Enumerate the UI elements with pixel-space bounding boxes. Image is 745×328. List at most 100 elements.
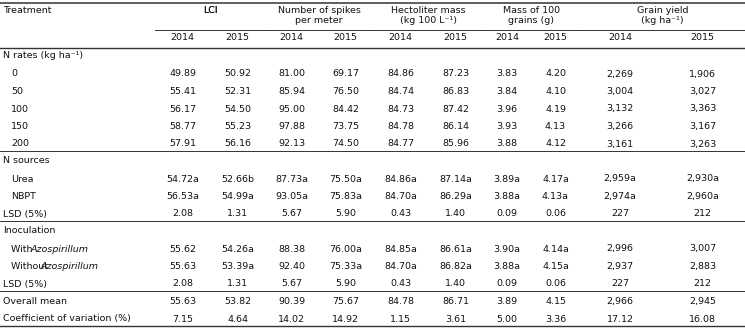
- Text: 87.73a: 87.73a: [275, 174, 308, 183]
- Text: 95.00: 95.00: [278, 105, 305, 113]
- Text: 87.23: 87.23: [442, 70, 469, 78]
- Text: 4.17a: 4.17a: [542, 174, 569, 183]
- Text: 75.83a: 75.83a: [329, 192, 362, 201]
- Text: 84.42: 84.42: [332, 105, 359, 113]
- Text: 75.50a: 75.50a: [329, 174, 362, 183]
- Text: 2.08: 2.08: [172, 210, 193, 218]
- Text: 3,132: 3,132: [606, 105, 634, 113]
- Text: 212: 212: [694, 279, 711, 289]
- Text: 4.15a: 4.15a: [542, 262, 569, 271]
- Text: 81.00: 81.00: [278, 70, 305, 78]
- Text: 56.17: 56.17: [169, 105, 196, 113]
- Text: 4.13a: 4.13a: [542, 192, 569, 201]
- Text: 84.85a: 84.85a: [384, 244, 417, 254]
- Text: 4.14a: 4.14a: [542, 244, 569, 254]
- Text: 3,167: 3,167: [689, 122, 716, 131]
- Text: 5.67: 5.67: [281, 279, 302, 289]
- Text: 3.93: 3.93: [496, 122, 518, 131]
- Text: 3.89a: 3.89a: [493, 174, 521, 183]
- Text: 85.96: 85.96: [442, 139, 469, 149]
- Text: 74.50: 74.50: [332, 139, 359, 149]
- Text: 85.94: 85.94: [278, 87, 305, 96]
- Text: 84.70a: 84.70a: [384, 262, 417, 271]
- Text: 87.14a: 87.14a: [439, 174, 472, 183]
- Text: 0.06: 0.06: [545, 210, 566, 218]
- Text: 1.31: 1.31: [227, 279, 248, 289]
- Text: 56.53a: 56.53a: [166, 192, 199, 201]
- Text: 2014: 2014: [495, 33, 519, 42]
- Text: 86.83: 86.83: [442, 87, 469, 96]
- Text: 7.15: 7.15: [172, 315, 193, 323]
- Text: LCI: LCI: [203, 6, 218, 15]
- Text: 0.43: 0.43: [390, 279, 411, 289]
- Text: 5.00: 5.00: [496, 315, 518, 323]
- Text: 16.08: 16.08: [689, 315, 716, 323]
- Text: 2,945: 2,945: [689, 297, 716, 306]
- Text: 84.78: 84.78: [387, 122, 414, 131]
- Text: 2,937: 2,937: [606, 262, 633, 271]
- Text: 55.63: 55.63: [169, 297, 196, 306]
- Text: 50: 50: [11, 87, 23, 96]
- Text: 212: 212: [694, 210, 711, 218]
- Text: 54.99a: 54.99a: [221, 192, 254, 201]
- Text: 2,974a: 2,974a: [603, 192, 636, 201]
- Text: 3.96: 3.96: [496, 105, 518, 113]
- Text: 52.66b: 52.66b: [221, 174, 254, 183]
- Text: 0.06: 0.06: [545, 279, 566, 289]
- Text: 90.39: 90.39: [278, 297, 305, 306]
- Text: LCI: LCI: [203, 6, 218, 15]
- Text: Overall mean: Overall mean: [3, 297, 67, 306]
- Text: 3.88: 3.88: [496, 139, 518, 149]
- Text: 75.67: 75.67: [332, 297, 359, 306]
- Text: 2,996: 2,996: [606, 244, 633, 254]
- Text: 84.70a: 84.70a: [384, 192, 417, 201]
- Text: 84.78: 84.78: [387, 297, 414, 306]
- Text: 0.09: 0.09: [496, 210, 518, 218]
- Text: 55.41: 55.41: [169, 87, 196, 96]
- Text: 55.62: 55.62: [169, 244, 196, 254]
- Text: 75.33a: 75.33a: [329, 262, 362, 271]
- Text: 3.83: 3.83: [496, 70, 518, 78]
- Text: 86.71: 86.71: [442, 297, 469, 306]
- Text: 0.09: 0.09: [496, 279, 518, 289]
- Text: 49.89: 49.89: [169, 70, 196, 78]
- Text: 3,363: 3,363: [689, 105, 716, 113]
- Text: 88.38: 88.38: [278, 244, 305, 254]
- Text: 14.02: 14.02: [278, 315, 305, 323]
- Text: 57.91: 57.91: [169, 139, 196, 149]
- Text: With: With: [11, 244, 36, 254]
- Text: 54.72a: 54.72a: [166, 174, 199, 183]
- Text: 5.90: 5.90: [335, 279, 356, 289]
- Text: Azospirillum: Azospirillum: [41, 262, 99, 271]
- Text: 86.61a: 86.61a: [439, 244, 472, 254]
- Text: 4.64: 4.64: [227, 315, 248, 323]
- Text: 1.40: 1.40: [445, 279, 466, 289]
- Text: 227: 227: [611, 210, 629, 218]
- Text: 2015: 2015: [691, 33, 714, 42]
- Text: 150: 150: [11, 122, 29, 131]
- Text: 2.08: 2.08: [172, 279, 193, 289]
- Text: 56.16: 56.16: [224, 139, 251, 149]
- Text: 3,161: 3,161: [606, 139, 633, 149]
- Text: 84.74: 84.74: [387, 87, 414, 96]
- Text: 53.39a: 53.39a: [221, 262, 254, 271]
- Text: 1.31: 1.31: [227, 210, 248, 218]
- Text: 2014: 2014: [608, 33, 632, 42]
- Text: Inoculation: Inoculation: [3, 226, 55, 235]
- Text: Mass of 100
grains (g): Mass of 100 grains (g): [503, 6, 560, 25]
- Text: 14.92: 14.92: [332, 315, 359, 323]
- Text: 84.86: 84.86: [387, 70, 414, 78]
- Text: 3.89: 3.89: [496, 297, 518, 306]
- Text: 0.43: 0.43: [390, 210, 411, 218]
- Text: 92.13: 92.13: [278, 139, 305, 149]
- Text: 3,263: 3,263: [689, 139, 716, 149]
- Text: 2014: 2014: [279, 33, 303, 42]
- Text: Coefficient of variation (%): Coefficient of variation (%): [3, 315, 131, 323]
- Text: 5.90: 5.90: [335, 210, 356, 218]
- Text: 2,959a: 2,959a: [603, 174, 636, 183]
- Text: 73.75: 73.75: [332, 122, 359, 131]
- Text: 86.29a: 86.29a: [439, 192, 472, 201]
- Text: 2015: 2015: [226, 33, 250, 42]
- Text: 4.12: 4.12: [545, 139, 566, 149]
- Text: Number of spikes
per meter: Number of spikes per meter: [278, 6, 361, 25]
